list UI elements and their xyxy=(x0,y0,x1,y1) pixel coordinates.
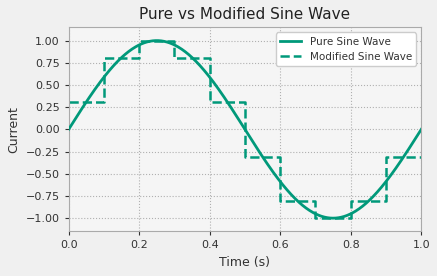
Modified Sine Wave xyxy=(383,155,388,158)
X-axis label: Time (s): Time (s) xyxy=(219,256,271,269)
Modified Sine Wave xyxy=(136,39,142,42)
Pure Sine Wave xyxy=(277,179,282,182)
Modified Sine Wave xyxy=(66,100,71,104)
Modified Sine Wave xyxy=(313,200,318,203)
Modified Sine Wave xyxy=(101,100,107,104)
Modified Sine Wave xyxy=(348,200,354,203)
Modified Sine Wave xyxy=(101,56,107,59)
Line: Modified Sine Wave: Modified Sine Wave xyxy=(69,41,421,218)
Modified Sine Wave xyxy=(172,56,177,59)
Pure Sine Wave xyxy=(419,128,424,131)
Title: Pure vs Modified Sine Wave: Pure vs Modified Sine Wave xyxy=(139,7,350,22)
Modified Sine Wave xyxy=(277,155,283,158)
Modified Sine Wave xyxy=(243,100,248,104)
Modified Sine Wave xyxy=(383,200,388,203)
Modified Sine Wave xyxy=(136,56,142,59)
Y-axis label: Current: Current xyxy=(7,106,20,153)
Pure Sine Wave xyxy=(234,115,239,118)
Pure Sine Wave xyxy=(412,139,417,142)
Pure Sine Wave xyxy=(66,128,71,131)
Modified Sine Wave xyxy=(419,155,424,158)
Pure Sine Wave xyxy=(257,152,263,155)
Pure Sine Wave xyxy=(154,39,160,42)
Pure Sine Wave xyxy=(357,207,362,211)
Modified Sine Wave xyxy=(172,39,177,42)
Legend: Pure Sine Wave, Modified Sine Wave: Pure Sine Wave, Modified Sine Wave xyxy=(276,33,416,66)
Modified Sine Wave xyxy=(313,216,318,220)
Modified Sine Wave xyxy=(207,100,212,104)
Pure Sine Wave xyxy=(236,118,242,121)
Modified Sine Wave xyxy=(243,155,248,158)
Modified Sine Wave xyxy=(277,200,283,203)
Modified Sine Wave xyxy=(348,216,354,220)
Modified Sine Wave xyxy=(207,56,212,59)
Line: Pure Sine Wave: Pure Sine Wave xyxy=(69,41,421,218)
Pure Sine Wave xyxy=(330,216,336,220)
